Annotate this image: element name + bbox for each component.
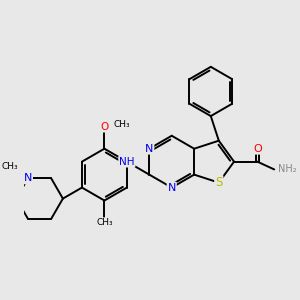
Text: O: O — [253, 144, 262, 154]
Text: S: S — [215, 176, 223, 189]
Text: CH₃: CH₃ — [1, 162, 18, 171]
Text: NH₂: NH₂ — [278, 164, 297, 174]
Text: N: N — [145, 144, 154, 154]
Text: N: N — [24, 173, 32, 183]
Text: NH: NH — [119, 157, 135, 167]
Text: N: N — [167, 183, 176, 193]
Text: CH₃: CH₃ — [113, 120, 130, 129]
Text: CH₃: CH₃ — [96, 218, 113, 227]
Text: O: O — [100, 122, 109, 132]
